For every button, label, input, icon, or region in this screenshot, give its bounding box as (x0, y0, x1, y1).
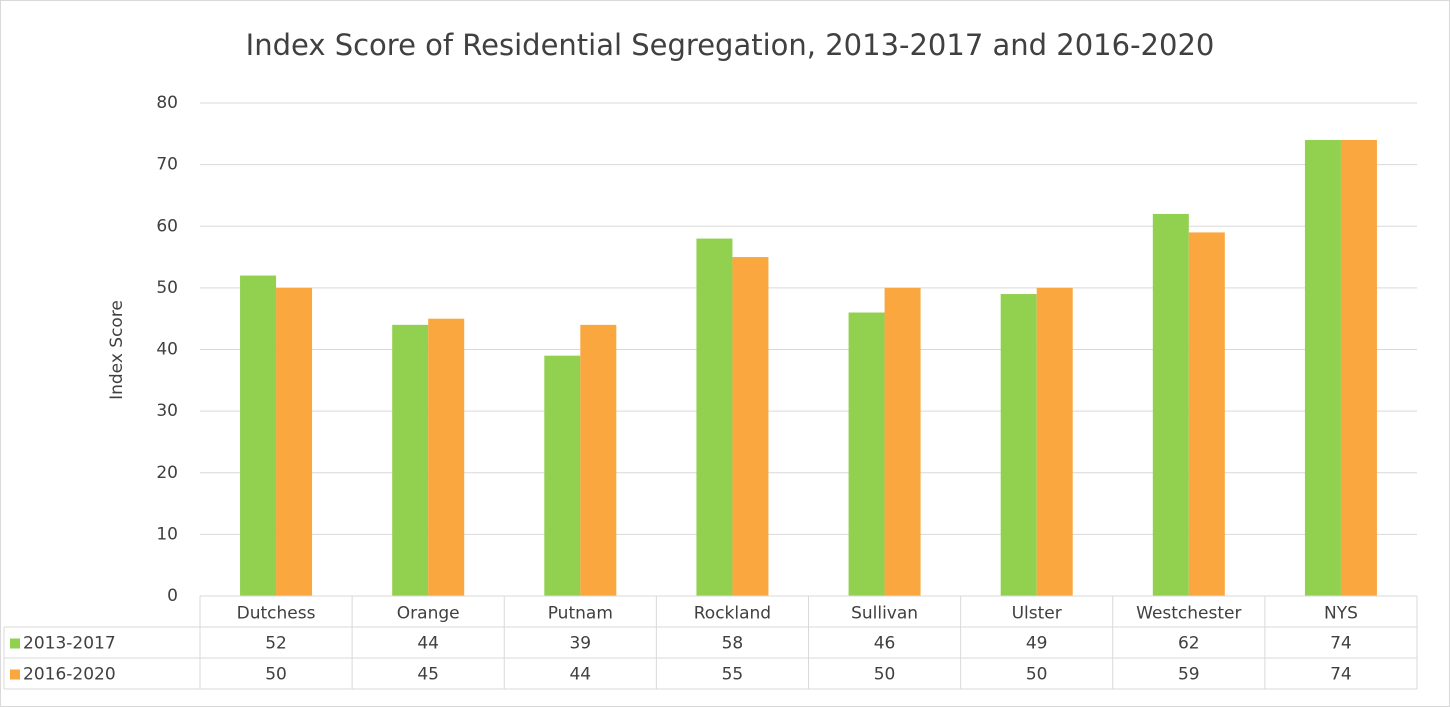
x-tick-label: Ulster (1012, 604, 1062, 624)
table-value: 58 (722, 634, 744, 654)
table-value: 44 (569, 665, 591, 685)
table-value: 50 (1026, 665, 1048, 685)
bar (848, 312, 885, 596)
y-tick-label: 10 (156, 524, 178, 544)
bar (544, 355, 581, 596)
table-value: 45 (417, 665, 439, 685)
y-tick-label: 70 (156, 155, 178, 175)
x-tick-label: Dutchess (237, 604, 316, 624)
x-tick-label: Rockland (694, 604, 771, 624)
table-value: 39 (569, 634, 591, 654)
x-tick-label: Sullivan (851, 604, 918, 624)
bar (884, 287, 921, 596)
table-value: 46 (874, 634, 896, 654)
y-tick-label: 30 (156, 401, 178, 421)
y-tick-label: 40 (156, 340, 178, 360)
table-value: 74 (1330, 665, 1352, 685)
table-value: 52 (265, 634, 287, 654)
bar (732, 257, 769, 596)
bar (1188, 232, 1225, 596)
bar (1152, 213, 1189, 597)
x-tick-label: Putnam (548, 604, 613, 624)
bar (1340, 139, 1377, 596)
table-value: 62 (1178, 634, 1200, 654)
bar (276, 287, 313, 596)
x-tick-label: NYS (1324, 604, 1358, 624)
table-value: 50 (265, 665, 287, 685)
table-value: 55 (722, 665, 744, 685)
chart-title: Index Score of Residential Segregation, … (246, 28, 1215, 62)
bar (240, 275, 277, 596)
legend-label: 2013-2017 (23, 634, 116, 654)
table-value: 74 (1330, 634, 1352, 654)
y-tick-label: 50 (156, 278, 178, 298)
legend-swatch (10, 638, 20, 649)
bar (696, 238, 733, 596)
table-value: 49 (1026, 634, 1048, 654)
x-tick-label: Westchester (1136, 604, 1241, 624)
table-value: 44 (417, 634, 439, 654)
bar (1036, 287, 1073, 596)
table-value: 50 (874, 665, 896, 685)
bar (1000, 294, 1037, 596)
y-tick-label: 0 (167, 586, 178, 606)
y-tick-label: 60 (156, 216, 178, 236)
bar (392, 324, 429, 596)
bar (428, 318, 465, 596)
bar (1304, 139, 1341, 596)
y-tick-label: 80 (156, 93, 178, 113)
x-tick-label: Orange (397, 604, 460, 624)
bar (580, 324, 617, 596)
table-value: 59 (1178, 665, 1200, 685)
y-tick-label: 20 (156, 463, 178, 483)
legend-swatch (10, 669, 20, 680)
legend-label: 2016-2020 (23, 665, 116, 685)
y-axis-label: Index Score (107, 300, 127, 400)
